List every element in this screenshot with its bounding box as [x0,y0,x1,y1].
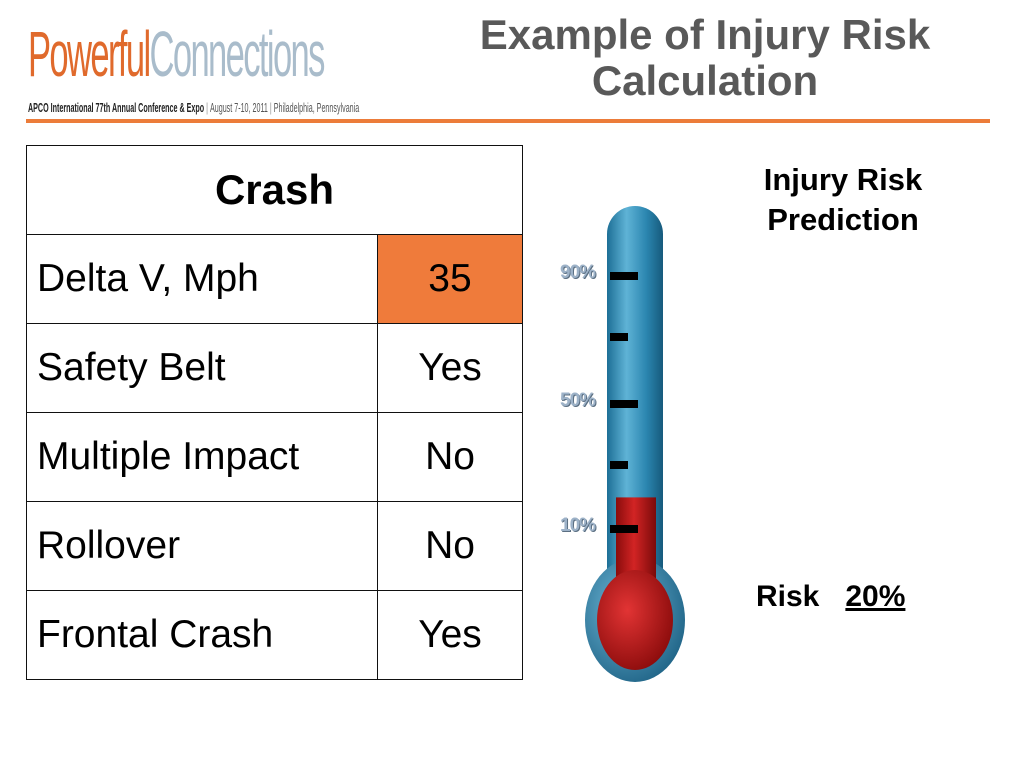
row-value: No [377,501,523,591]
tick-50-mark [610,400,638,408]
prediction-title-line-1: Injury Risk [763,162,923,197]
risk-label: Risk [756,580,820,613]
thermometer-gauge: 90% 50% 10% [550,200,710,690]
logo-sub-separator: | [269,100,272,115]
tick-30-mark [610,461,628,469]
crash-table: Crash Delta V, Mph 35 Safety Belt Yes Mu… [26,145,523,680]
tick-10-mark [610,525,638,533]
table-row: Delta V, Mph 35 [26,234,523,324]
tick-label-10: 10% [560,515,596,536]
tick-90-mark [610,272,638,280]
row-label: Delta V, Mph [26,234,378,324]
table-row: Safety Belt Yes [26,323,523,413]
thermometer-graphic [585,206,685,682]
table-header: Crash [26,145,523,235]
tick-label-50: 50% [560,390,596,411]
logo-sub-dates: August 7-10, 2011 [209,100,268,115]
logo-subtitle: APCO International 77th Annual Conferenc… [28,100,359,115]
logo-sub-conference: APCO International 77th Annual Conferenc… [28,100,205,115]
table-row: Rollover No [26,501,523,591]
mercury-bulb [597,570,673,670]
logo-word-connections: Connections [149,18,326,90]
row-value-highlighted: 35 [377,234,523,324]
conference-logo: PowerfulConnections APCO International 7… [28,12,359,115]
table-row: Multiple Impact No [26,412,523,502]
slide-title-line-1: Example of Injury Risk [479,11,931,58]
prediction-title-line-2: Prediction [767,202,919,237]
header-divider [26,119,990,123]
row-label: Multiple Impact [26,412,378,502]
logo-sub-location: Philadelphia, Pennsylvania [273,100,360,115]
row-label: Frontal Crash [26,590,378,680]
slide-title-line-2: Calculation [591,57,819,104]
risk-result: Risk 20% [756,580,905,614]
slide-title: Example of Injury Risk Calculation [430,12,980,104]
row-label: Rollover [26,501,378,591]
logo-wordmark: PowerfulConnections [28,12,326,96]
row-value: Yes [377,323,523,413]
row-value: No [377,412,523,502]
table-row: Frontal Crash Yes [26,590,523,680]
tick-label-90: 90% [560,262,596,283]
logo-sub-separator: | [206,100,208,115]
risk-value: 20% [845,580,906,613]
prediction-title: Injury Risk Prediction [730,160,956,240]
row-value: Yes [377,590,523,680]
row-label: Safety Belt [26,323,378,413]
logo-word-powerful: Powerful [28,18,151,90]
tick-70-mark [610,333,628,341]
table-header-row: Crash [26,145,523,235]
